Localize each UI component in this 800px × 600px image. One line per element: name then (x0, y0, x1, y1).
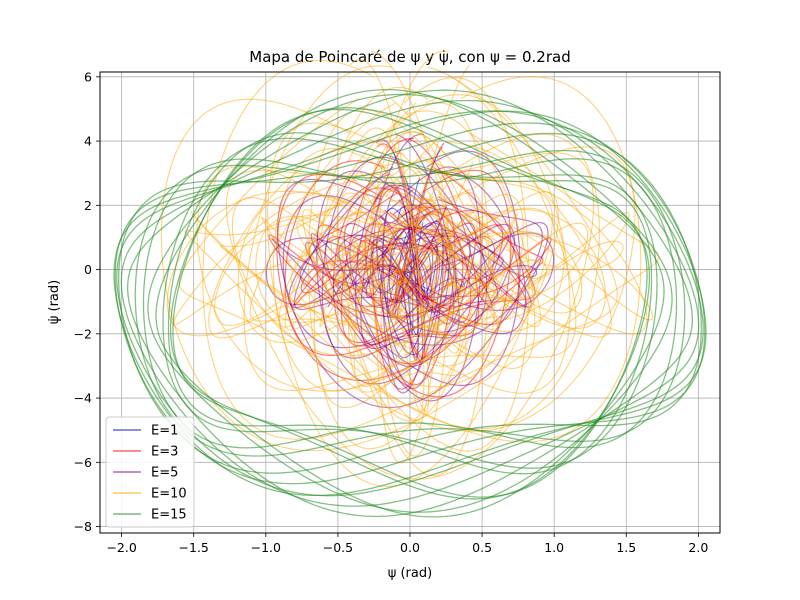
y-tick-label: −6 (74, 455, 92, 470)
series-trajectory-line (271, 222, 549, 346)
series-trajectory-line (261, 191, 559, 388)
y-tick-label: 4 (84, 134, 92, 149)
series-trajectory-line (231, 197, 589, 357)
x-tick-label: −0.5 (323, 540, 353, 555)
chart-title: Mapa de Poincaré de ψ y ψ̇, con ψ = 0.2r… (249, 48, 570, 66)
series-trajectory-line (364, 204, 456, 386)
series-trajectory-line (167, 132, 653, 475)
series-trajectory-line (126, 89, 694, 518)
y-tick-label: −8 (74, 519, 92, 534)
series-trajectory-line (325, 168, 495, 358)
series-trajectory-line (225, 152, 595, 480)
series-trajectory-line (169, 107, 651, 500)
series-trajectory-line (255, 207, 565, 333)
y-axis-label: ψ̇ (rad) (47, 280, 62, 324)
series-trajectory-line (155, 89, 665, 518)
legend: E=1 E=3 E=5 E=10 E=15 (105, 416, 195, 528)
series-trajectory-line (267, 122, 553, 487)
x-tick-label: −1.5 (179, 540, 209, 555)
y-tick-label: 2 (84, 198, 92, 213)
series-trajectory-line (116, 110, 704, 497)
series-trajectory-line (134, 149, 686, 457)
series-trajectory-line (288, 234, 532, 309)
legend-label: E=1 (151, 424, 178, 439)
series-trajectory-line (120, 99, 700, 507)
plot-area: −2.0 −1.5 −1.0 −0.5 0.0 0.5 1.0 1.5 2.0 −8 −6 −4 −2 0… (74, 50, 721, 555)
series-trajectory-line (338, 166, 482, 402)
series-trajectory-line (147, 93, 673, 513)
series-e-10 (160, 50, 660, 487)
series-trajectory-line (319, 200, 501, 329)
axis-ticks: −2.0 −1.5 −1.0 −0.5 0.0 0.5 1.0 1.5 2.0 −8 −6 −4 −2 0… (74, 69, 709, 555)
series-trajectory-line (178, 76, 642, 443)
series-trajectory-line (361, 159, 459, 457)
series-trajectory-line (166, 190, 654, 337)
x-tick-label: 1.5 (616, 540, 636, 555)
legend-label: E=5 (151, 466, 178, 481)
series-trajectory-line (347, 131, 473, 388)
series-trajectory-line (172, 178, 648, 335)
series-trajectory-line (290, 77, 530, 452)
series-trajectory-line (278, 211, 542, 328)
series-trajectory-line (284, 110, 536, 369)
legend-box (105, 416, 195, 528)
series-trajectory-line (249, 94, 571, 394)
series-trajectory-line (293, 171, 527, 335)
x-tick-label: 0.5 (472, 540, 492, 555)
y-tick-label: 0 (84, 262, 92, 277)
legend-label: E=10 (151, 487, 187, 502)
x-tick-label: 2.0 (688, 540, 708, 555)
x-tick-label: 0.0 (400, 540, 420, 555)
legend-label: E=15 (151, 508, 187, 523)
y-tick-label: −4 (74, 391, 92, 406)
x-tick-label: 1.0 (544, 540, 564, 555)
legend-label: E=3 (151, 445, 178, 460)
series-trajectory-line (208, 141, 612, 339)
series-trajectory-line (118, 132, 702, 474)
series-trajectory-line (313, 86, 507, 409)
x-tick-label: −1.0 (251, 540, 281, 555)
series-trajectory-line (113, 110, 707, 497)
series-trajectory-line (243, 65, 577, 392)
series-trajectory-line (160, 98, 660, 452)
y-tick-label: 6 (84, 69, 92, 84)
series-e-15 (113, 89, 707, 518)
series-trajectory-line (307, 108, 513, 450)
series-trajectory-line (184, 146, 636, 432)
series-trajectory-line (114, 122, 706, 485)
series-trajectory-line (276, 178, 544, 409)
x-tick-label: −2.0 (106, 540, 136, 555)
series-layer (113, 50, 707, 518)
series-trajectory-line (296, 193, 524, 367)
series-trajectory-line (237, 191, 583, 344)
x-axis-label: ψ (rad) (388, 566, 432, 581)
series-trajectory-line (353, 50, 467, 393)
series-trajectory-line (214, 208, 606, 329)
y-tick-label: −2 (74, 326, 92, 341)
